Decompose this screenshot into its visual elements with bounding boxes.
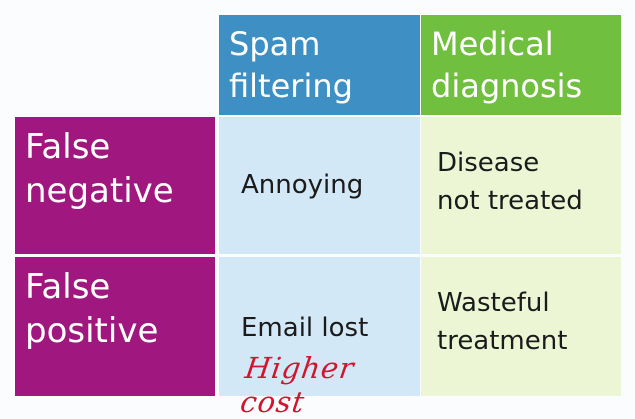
row-header-label: False positive	[25, 267, 159, 351]
cell-text: Annoying	[241, 169, 364, 200]
cost-matrix: Spam filtering Medical diagnosis False n…	[15, 15, 621, 419]
row-header-false-negative: False negative	[15, 117, 215, 254]
cell-false-positive-spam: Email lost Higher cost	[219, 257, 420, 419]
column-header-spam-filtering: Spam filtering	[219, 15, 420, 115]
cell-text: Disease not treated	[437, 147, 583, 216]
column-header-label: Spam filtering	[229, 25, 353, 105]
cell-text: Wasteful treatment	[437, 287, 568, 356]
column-header-medical-diagnosis: Medical diagnosis	[421, 15, 621, 115]
cell-false-positive-medical: Wasteful treatment	[421, 257, 621, 396]
cell-text: Email lost	[241, 313, 369, 343]
cell-false-negative-spam: Annoying	[219, 117, 420, 254]
row-header-false-positive: False positive	[15, 257, 215, 396]
column-header-label: Medical diagnosis	[431, 25, 583, 105]
cell-false-negative-medical: Disease not treated	[421, 117, 621, 254]
row-header-label: False negative	[25, 127, 174, 211]
